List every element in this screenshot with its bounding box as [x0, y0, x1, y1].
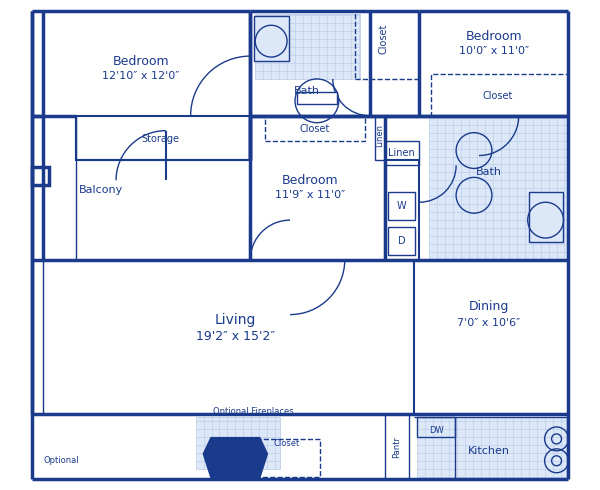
Bar	[374, 116, 385, 161]
Bar	[385, 414, 409, 479]
Text: 11'9″ x 11'0″: 11'9″ x 11'0″	[275, 190, 345, 200]
Bar	[254, 16, 289, 61]
Text: Optional: Optional	[44, 456, 79, 465]
Bar	[76, 116, 250, 161]
Text: Closet: Closet	[300, 123, 330, 134]
Text: 19'2″ x 15'2″: 19'2″ x 15'2″	[196, 330, 275, 343]
Text: Closet: Closet	[274, 440, 300, 448]
Text: Linen: Linen	[388, 147, 415, 157]
Bar	[255, 439, 320, 477]
Text: DW: DW	[429, 426, 443, 436]
Text: 12'10″ x 12'0″: 12'10″ x 12'0″	[102, 71, 179, 81]
Bar	[385, 141, 419, 166]
Text: Kitchen: Kitchen	[468, 446, 510, 456]
Text: Bedroom: Bedroom	[466, 30, 522, 43]
Text: Pantr: Pantr	[392, 436, 401, 458]
Text: Bath: Bath	[294, 86, 320, 96]
Text: W: W	[397, 201, 406, 211]
Text: Balcony: Balcony	[79, 185, 123, 196]
Text: 10'0″ x 11'0″: 10'0″ x 11'0″	[459, 46, 529, 56]
Text: Bedroom: Bedroom	[281, 174, 338, 187]
Bar	[529, 192, 563, 242]
Text: 7'0″ x 10'6″: 7'0″ x 10'6″	[457, 318, 521, 327]
Text: Linen: Linen	[375, 124, 384, 147]
Polygon shape	[203, 437, 268, 479]
Text: Bedroom: Bedroom	[113, 54, 169, 68]
Bar	[265, 116, 365, 141]
Bar	[429, 116, 568, 260]
Bar	[355, 11, 419, 79]
Text: Dining: Dining	[469, 300, 509, 313]
Bar	[385, 161, 419, 260]
Bar	[418, 417, 455, 437]
Text: Bath: Bath	[476, 168, 502, 177]
Text: Optional Fireplaces: Optional Fireplaces	[213, 407, 293, 416]
Text: D: D	[398, 236, 405, 246]
Bar	[297, 92, 337, 104]
Bar	[388, 192, 415, 220]
Text: Living: Living	[215, 313, 256, 326]
Bar	[196, 417, 280, 469]
Bar	[255, 14, 359, 79]
Bar	[388, 227, 415, 255]
Bar	[32, 168, 49, 185]
Bar	[431, 74, 568, 116]
Text: Closet: Closet	[482, 91, 513, 101]
Text: Storage: Storage	[142, 134, 180, 144]
Text: Closet: Closet	[379, 24, 389, 54]
Bar	[418, 417, 566, 477]
